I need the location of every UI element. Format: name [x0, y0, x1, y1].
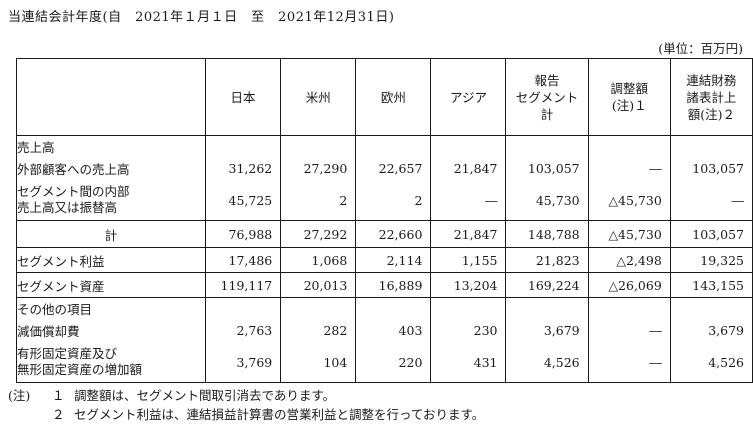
col-header-asia: アジア	[430, 58, 507, 136]
cell-assets-reported: 169,224	[505, 272, 589, 298]
cell-assets-adjustment: △26,069	[587, 272, 671, 298]
cell-external-consolidated: 103,057	[669, 156, 753, 180]
row-label-total: 計	[16, 220, 206, 248]
cell-capex-americas: 104	[280, 342, 357, 383]
cell-external-reported: 103,057	[505, 156, 589, 180]
footnote-2-number: ２	[52, 407, 65, 422]
cell-profit-asia: 1,155	[430, 247, 507, 273]
footnote-1-text: 調整額は、セグメント間取引消去であります。	[74, 388, 336, 403]
cell-external-japan: 31,262	[204, 156, 282, 180]
section-row-sales: 売上高	[16, 135, 753, 156]
cell-profit-reported: 21,823	[505, 247, 589, 273]
section-row-other: その他の項目	[16, 297, 753, 318]
col-header-europe: 欧州	[355, 58, 432, 136]
col-header-adjustment-line2: (注)１	[611, 98, 647, 113]
col-header-japan: 日本	[204, 58, 282, 136]
cell-depreciation-asia: 230	[430, 318, 507, 342]
cell-profit-americas: 1,068	[280, 247, 357, 273]
cell-capex-europe: 220	[355, 342, 432, 383]
footnote-1: (注) １ 調整額は、セグメント間取引消去であります。	[8, 386, 484, 405]
section-label-sales: 売上高	[16, 135, 206, 156]
footnote-2: ２ セグメント利益は、連結損益計算書の営業利益と調整を行っております。	[8, 405, 484, 424]
cell-total-americas: 27,292	[280, 220, 357, 248]
cell-external-europe: 22,657	[355, 156, 432, 180]
segment-table: 日本 米州 欧州 アジア 報告 セグメント 計 調整額 (注)１ 連結財務 諸表…	[16, 58, 753, 383]
cell-depreciation-consolidated: 3,679	[669, 318, 753, 342]
cell-depreciation-americas: 282	[280, 318, 357, 342]
footnotes: (注) １ 調整額は、セグメント間取引消去であります。 ２ セグメント利益は、連結損益…	[8, 386, 484, 424]
col-header-consolidated-line1: 連結財務	[686, 72, 737, 88]
cell-capex-japan: 3,769	[204, 342, 282, 383]
section-label-other: その他の項目	[16, 297, 206, 318]
col-header-consolidated: 連結財務 諸表計上 額(注)２	[669, 58, 753, 136]
cell-total-japan: 76,988	[204, 220, 282, 248]
cell-total-asia: 21,847	[430, 220, 507, 248]
table-row-segment-profit: セグメント利益 17,486 1,068 2,114 1,155 21,823 …	[16, 247, 753, 273]
row-label-intersegment-line1: セグメント間の内部	[17, 184, 130, 199]
header-corner	[16, 58, 206, 136]
row-label-capex: 有形固定資産及び 無形固定資産の増加額	[16, 342, 206, 383]
cell-external-adjustment: ―	[587, 156, 671, 180]
col-header-reported-line3: 計	[540, 106, 554, 122]
row-label-external-sales: 外部顧客への売上高	[16, 156, 206, 180]
table-row-total: 計 76,988 27,292 22,660 21,847 148,788 △4…	[16, 220, 753, 248]
row-label-segment-assets: セグメント資産	[16, 272, 206, 298]
row-label-intersegment: セグメント間の内部 売上高又は振替高	[16, 180, 206, 221]
row-label-capex-line2: 無形固定資産の増加額	[17, 362, 143, 377]
table-row-external-sales: 外部顧客への売上高 31,262 27,290 22,657 21,847 10…	[16, 156, 753, 180]
row-label-capex-line1: 有形固定資産及び	[17, 346, 118, 361]
col-header-reported: 報告 セグメント 計	[505, 58, 589, 136]
col-header-adjustment-line1: 調整額	[610, 81, 648, 96]
footnote-1-number: １	[52, 388, 65, 403]
cell-depreciation-adjustment: ―	[587, 318, 671, 342]
table-row-capex: 有形固定資産及び 無形固定資産の増加額 3,769 104 220 431 4,…	[16, 342, 753, 383]
cell-capex-consolidated: 4,526	[669, 342, 753, 383]
col-header-reported-line1: 報告	[534, 72, 560, 88]
cell-external-americas: 27,290	[280, 156, 357, 180]
cell-depreciation-japan: 2,763	[204, 318, 282, 342]
cell-intersegment-reported: 45,730	[505, 180, 589, 221]
cell-profit-adjustment: △2,498	[587, 247, 671, 273]
cell-total-europe: 22,660	[355, 220, 432, 248]
table-row-segment-assets: セグメント資産 119,117 20,013 16,889 13,204 169…	[16, 272, 753, 298]
table-row-intersegment: セグメント間の内部 売上高又は振替高 45,725 2 2 ― 45,730 △…	[16, 180, 753, 221]
cell-profit-consolidated: 19,325	[669, 247, 753, 273]
cell-assets-japan: 119,117	[204, 272, 282, 298]
period-heading: 当連結会計年度(自 2021年１月１日 至 2021年12月31日)	[8, 10, 395, 25]
row-label-depreciation: 減価償却費	[16, 318, 206, 342]
cell-capex-adjustment: ―	[587, 342, 671, 383]
cell-total-consolidated: 103,057	[669, 220, 753, 248]
footnote-2-text: セグメント利益は、連結損益計算書の営業利益と調整を行っております。	[74, 407, 485, 422]
cell-total-reported: 148,788	[505, 220, 589, 248]
table-row-depreciation: 減価償却費 2,763 282 403 230 3,679 ― 3,679	[16, 318, 753, 342]
col-header-reported-line2: セグメント	[515, 89, 579, 105]
col-header-consolidated-line2: 諸表計上	[686, 89, 737, 105]
cell-intersegment-asia: ―	[430, 180, 507, 221]
cell-intersegment-japan: 45,725	[204, 180, 282, 221]
header-row: 日本 米州 欧州 アジア 報告 セグメント 計 調整額 (注)１ 連結財務 諸表…	[16, 58, 753, 136]
cell-depreciation-europe: 403	[355, 318, 432, 342]
cell-total-adjustment: △45,730	[587, 220, 671, 248]
cell-intersegment-europe: 2	[355, 180, 432, 221]
col-header-consolidated-line3: 額(注)２	[687, 106, 736, 122]
cell-intersegment-adjustment: △45,730	[587, 180, 671, 221]
cell-assets-europe: 16,889	[355, 272, 432, 298]
cell-assets-asia: 13,204	[430, 272, 507, 298]
cell-intersegment-consolidated: ―	[669, 180, 753, 221]
cell-profit-europe: 2,114	[355, 247, 432, 273]
row-label-intersegment-line2: 売上高又は振替高	[17, 200, 118, 215]
col-header-adjustment: 調整額 (注)１	[587, 58, 671, 136]
cell-assets-americas: 20,013	[280, 272, 357, 298]
unit-label: (単位：百万円)	[658, 41, 743, 56]
col-header-americas: 米州	[280, 58, 357, 136]
footnote-mark: (注)	[8, 388, 31, 403]
row-label-segment-profit: セグメント利益	[16, 247, 206, 273]
cell-capex-reported: 4,526	[505, 342, 589, 383]
cell-capex-asia: 431	[430, 342, 507, 383]
cell-external-asia: 21,847	[430, 156, 507, 180]
cell-depreciation-reported: 3,679	[505, 318, 589, 342]
cell-profit-japan: 17,486	[204, 247, 282, 273]
cell-assets-consolidated: 143,155	[669, 272, 753, 298]
cell-intersegment-americas: 2	[280, 180, 357, 221]
